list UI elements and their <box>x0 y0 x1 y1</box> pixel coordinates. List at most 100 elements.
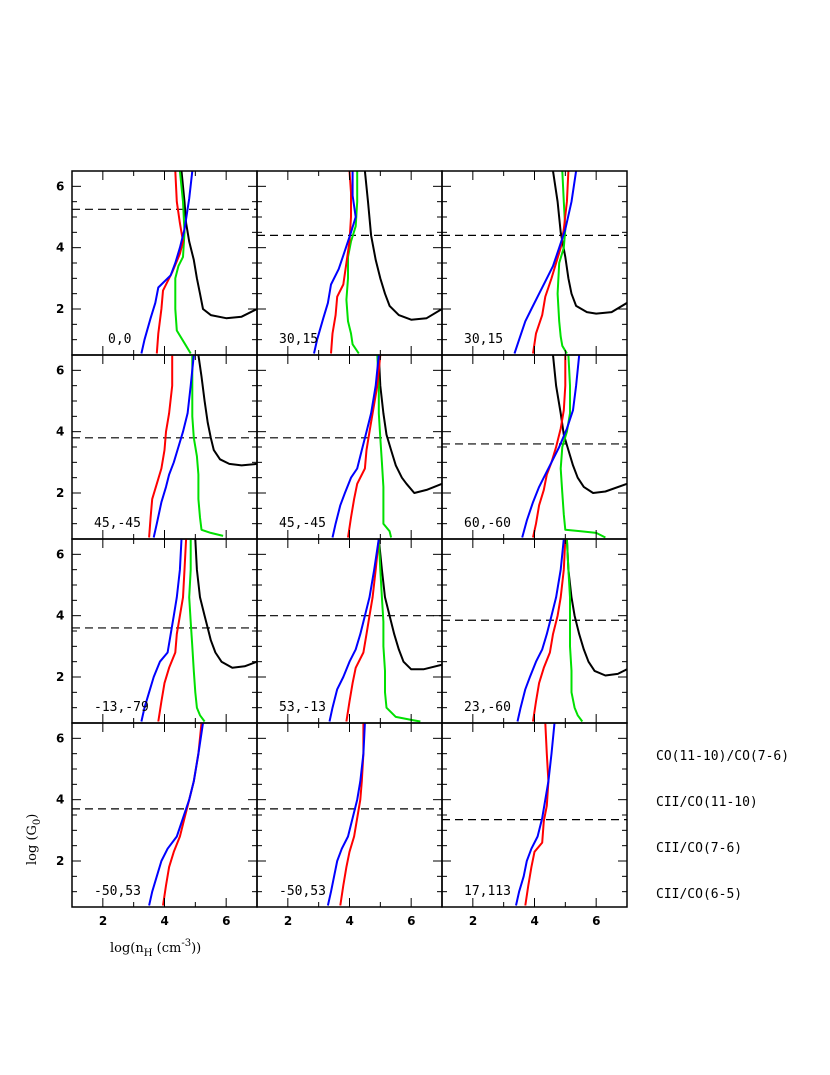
panel-label: 53,-13 <box>279 700 326 715</box>
panel-label: 30,15 <box>464 332 503 347</box>
svg-text:log(nH (cm-3)): log(nH (cm-3)) <box>110 938 201 959</box>
x-tick-label: 2 <box>469 914 477 928</box>
legend-entry-co-ratio: CO(11-10)/CO(7-6) <box>656 749 789 764</box>
panel-frame <box>441 170 628 356</box>
panel: 2 4 6 0,0 <box>56 170 258 356</box>
panel: 30,15 <box>441 170 628 356</box>
x-tick-label: 6 <box>592 914 600 928</box>
y-tick-label: 2 <box>56 486 64 500</box>
series-line-red <box>330 171 352 354</box>
series-line-green <box>188 539 206 723</box>
panel-frame <box>441 538 628 724</box>
panel-label: 45,-45 <box>94 516 141 531</box>
x-axis-title: log(nH (cm-3)) <box>110 938 201 959</box>
panel-frame <box>71 538 258 724</box>
panel-frame <box>256 354 443 540</box>
panel: 2 4 6 45,-45 <box>56 354 258 540</box>
series-line-blue <box>313 171 357 354</box>
series-line-green <box>565 539 584 723</box>
panel: 30,15 <box>256 170 443 356</box>
y-tick-label: 2 <box>56 670 64 684</box>
series-line-green <box>174 171 192 355</box>
series-line-blue <box>515 723 556 906</box>
series-line-blue <box>331 355 380 538</box>
series-line-red <box>339 723 365 906</box>
panel-frame <box>71 170 258 356</box>
series-line-black <box>197 355 257 467</box>
y-axis-title-end: ) <box>25 814 40 819</box>
series-line-red <box>347 355 382 538</box>
x-axis-title-main: log(n <box>110 941 144 956</box>
legend: CO(11-10)/CO(7-6) CII/CO(11-10) CII/CO(7… <box>656 749 789 902</box>
y-tick-label: 6 <box>56 179 64 193</box>
panel: 2 4 6 -50,53 <box>256 722 443 928</box>
series-line-red <box>532 171 570 354</box>
series-line-green <box>376 355 393 538</box>
legend-entry-cii-co11-10: CII/CO(11-10) <box>656 795 758 810</box>
series-line-black <box>377 355 442 494</box>
panel-label: 30,15 <box>279 332 318 347</box>
series-line-black <box>180 171 257 320</box>
series-line-blue <box>516 539 565 722</box>
panel-frame <box>441 354 628 540</box>
y-tick-label: 4 <box>56 241 64 255</box>
series-line-blue <box>513 171 578 354</box>
y-tick-label: 6 <box>56 731 64 745</box>
series-line-green <box>377 539 421 723</box>
x-axis-title-sub: H <box>144 948 153 959</box>
y-tick-label: 6 <box>56 547 64 561</box>
x-tick-label: 6 <box>222 914 230 928</box>
series-line-blue <box>152 355 195 538</box>
y-axis-title-main: log (G <box>25 825 40 865</box>
y-axis-title-sub: 0 <box>32 819 43 825</box>
panel-label: -50,53 <box>279 884 326 899</box>
series-line-black <box>552 171 627 315</box>
y-tick-label: 2 <box>56 302 64 316</box>
panel: 2 4 6 2 4 6 -50,53 <box>56 722 258 928</box>
y-tick-label: 4 <box>56 609 64 623</box>
panel-label: 45,-45 <box>279 516 326 531</box>
series-line-blue <box>328 539 380 722</box>
x-tick-label: 6 <box>407 914 415 928</box>
series-line-red <box>157 539 188 722</box>
series-line-black <box>363 171 442 321</box>
svg-text:log (G0): log (G0) <box>25 814 43 865</box>
x-axis-title-mid: (cm <box>153 941 182 956</box>
panel-frame <box>256 722 443 908</box>
series-line-red <box>524 723 550 906</box>
panel: 60,-60 <box>441 354 628 540</box>
panel-frame <box>71 722 258 908</box>
panel: 23,-60 <box>441 538 628 724</box>
x-tick-label: 4 <box>346 914 354 928</box>
y-tick-label: 2 <box>56 854 64 868</box>
panel-frame <box>256 538 443 724</box>
y-tick-label: 6 <box>56 363 64 377</box>
series-line-black <box>552 355 627 494</box>
x-axis-title-sup: -3 <box>181 938 191 949</box>
y-tick-label: 4 <box>56 793 64 807</box>
y-axis-title: log (G0) <box>25 814 43 865</box>
series-line-green <box>559 355 606 539</box>
series-line-black <box>377 539 442 671</box>
panel-label: 0,0 <box>108 332 131 347</box>
series-line-blue <box>521 355 581 538</box>
series-line-blue <box>140 171 194 354</box>
series-line-red <box>148 355 174 538</box>
series-line-green <box>191 355 224 537</box>
legend-entry-cii-co7-6: CII/CO(7-6) <box>656 841 742 856</box>
panel-grid: 2 4 6 0,0 30,15 30,15 2 4 6 45,-45 45,-45 60,-60 2 4 6… <box>56 170 628 928</box>
panel-label: 17,113 <box>464 884 511 899</box>
series-line-red <box>532 539 567 722</box>
panel: 53,-13 <box>256 538 443 724</box>
panel-frame <box>441 722 628 908</box>
panel: 2 4 6 -13,-79 <box>56 538 258 724</box>
series-line-red <box>162 723 203 906</box>
series-line-red <box>345 539 380 722</box>
panel-label: 23,-60 <box>464 700 511 715</box>
x-tick-label: 2 <box>99 914 107 928</box>
x-tick-label: 4 <box>531 914 539 928</box>
x-axis-title-end: )) <box>191 941 201 956</box>
x-tick-label: 4 <box>161 914 169 928</box>
panel-label: 60,-60 <box>464 516 511 531</box>
